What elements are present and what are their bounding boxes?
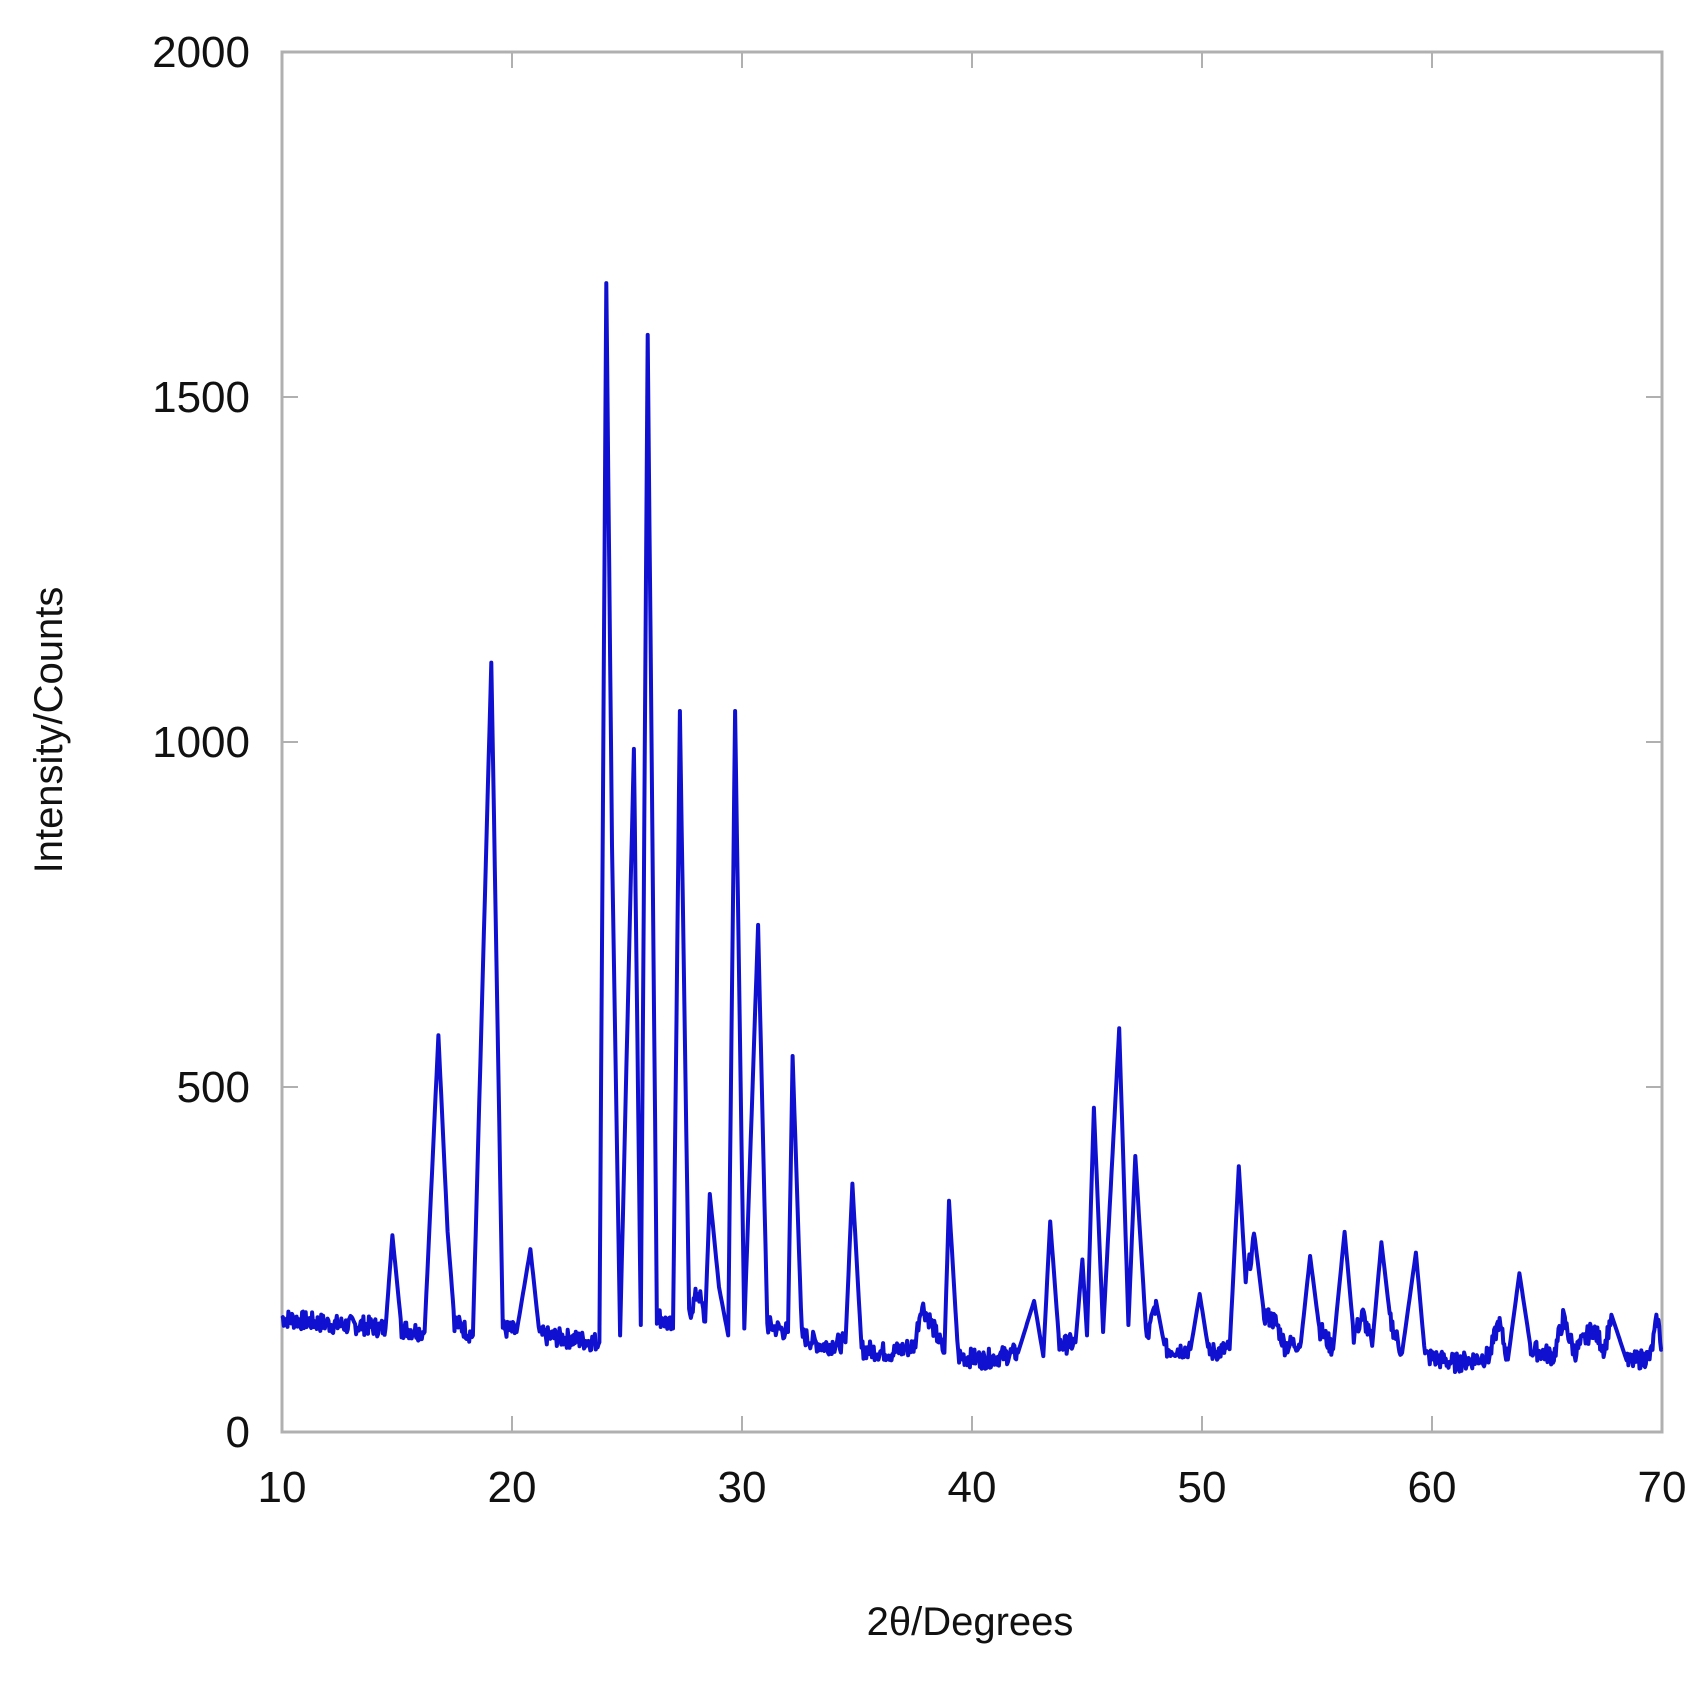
y-tick-label: 2000 bbox=[152, 28, 250, 77]
x-tick-label: 50 bbox=[1178, 1463, 1227, 1512]
xrd-pattern-line bbox=[280, 281, 1664, 1374]
x-tick-label: 30 bbox=[718, 1463, 767, 1512]
x-tick-label: 40 bbox=[948, 1463, 997, 1512]
y-axis-ticks: 0 500 1000 1500 2000 bbox=[152, 28, 1662, 1457]
y-tick-label: 1500 bbox=[152, 373, 250, 422]
x-tick-label: 70 bbox=[1638, 1463, 1687, 1512]
x-tick-label: 60 bbox=[1408, 1463, 1457, 1512]
x-tick-label: 20 bbox=[488, 1463, 537, 1512]
y-tick-label: 500 bbox=[177, 1063, 250, 1112]
x-tick-label: 10 bbox=[258, 1463, 307, 1512]
series-layer bbox=[280, 281, 1664, 1374]
x-axis-label: 2θ/Degrees bbox=[867, 1600, 1074, 1644]
y-tick-label: 0 bbox=[226, 1408, 250, 1457]
x-axis-ticks: 10 20 30 40 50 60 70 bbox=[258, 52, 1687, 1512]
y-tick-label: 1000 bbox=[152, 718, 250, 767]
y-axis-label: Intensity/Counts bbox=[27, 587, 71, 874]
